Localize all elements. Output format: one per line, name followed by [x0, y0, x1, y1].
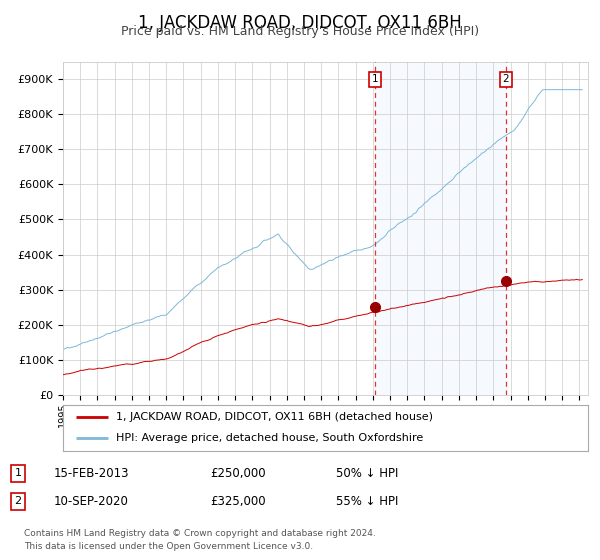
- Text: 1, JACKDAW ROAD, DIDCOT, OX11 6BH: 1, JACKDAW ROAD, DIDCOT, OX11 6BH: [138, 14, 462, 32]
- Text: 50% ↓ HPI: 50% ↓ HPI: [336, 466, 398, 480]
- Text: 1: 1: [14, 468, 22, 478]
- Text: £250,000: £250,000: [210, 466, 266, 480]
- Text: Price paid vs. HM Land Registry's House Price Index (HPI): Price paid vs. HM Land Registry's House …: [121, 25, 479, 38]
- Bar: [375, 62, 506, 395]
- Text: Contains HM Land Registry data © Crown copyright and database right 2024.
This d: Contains HM Land Registry data © Crown c…: [24, 529, 376, 550]
- Text: 1, JACKDAW ROAD, DIDCOT, OX11 6BH (detached house): 1, JACKDAW ROAD, DIDCOT, OX11 6BH (detac…: [115, 412, 433, 422]
- Text: 2: 2: [14, 496, 22, 506]
- Text: 55% ↓ HPI: 55% ↓ HPI: [336, 494, 398, 508]
- Text: 15-FEB-2013: 15-FEB-2013: [54, 466, 130, 480]
- Text: HPI: Average price, detached house, South Oxfordshire: HPI: Average price, detached house, Sout…: [115, 433, 423, 444]
- Text: £325,000: £325,000: [210, 494, 266, 508]
- Text: 1: 1: [371, 74, 378, 84]
- Text: 10-SEP-2020: 10-SEP-2020: [54, 494, 129, 508]
- Text: 2: 2: [502, 74, 509, 84]
